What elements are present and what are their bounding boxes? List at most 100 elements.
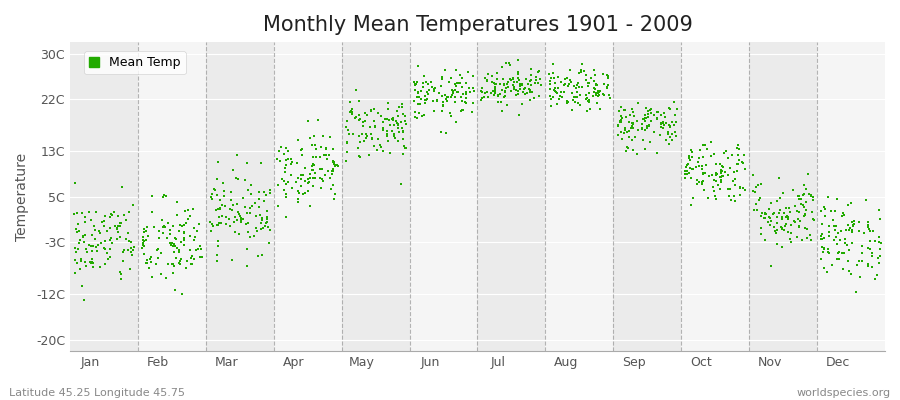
Point <box>770 220 785 226</box>
Point <box>125 202 140 208</box>
Point <box>801 170 815 177</box>
Point <box>626 112 641 119</box>
Point <box>215 202 230 209</box>
Point <box>777 209 791 216</box>
Point <box>706 184 721 190</box>
Point <box>444 113 458 120</box>
Point <box>696 179 710 186</box>
Point <box>846 223 860 229</box>
Point <box>461 69 475 76</box>
Point <box>684 175 698 181</box>
Point <box>291 196 305 202</box>
Point <box>420 81 435 87</box>
Point <box>543 86 557 92</box>
Point <box>111 213 125 219</box>
Point <box>367 117 382 124</box>
Point <box>779 214 794 220</box>
Point <box>614 118 628 125</box>
Point <box>799 199 814 205</box>
Point <box>796 213 811 220</box>
Point <box>619 128 634 135</box>
Point <box>446 88 460 94</box>
Point <box>284 155 298 162</box>
Point <box>757 215 771 221</box>
Point <box>318 172 332 178</box>
Point <box>566 96 580 103</box>
Point <box>852 228 867 235</box>
Point <box>396 136 410 142</box>
Point <box>806 216 821 222</box>
Point <box>579 76 593 83</box>
Point <box>166 263 181 269</box>
Point <box>168 287 183 293</box>
Point <box>691 159 706 165</box>
Bar <box>613 42 681 351</box>
Point <box>563 77 578 84</box>
Point <box>654 124 669 130</box>
Point <box>834 249 849 256</box>
Point <box>839 226 853 233</box>
Point <box>88 227 103 234</box>
Point <box>625 136 639 143</box>
Point <box>825 262 840 268</box>
Point <box>253 212 267 218</box>
Point <box>233 219 248 226</box>
Point <box>636 137 651 144</box>
Point <box>874 240 888 246</box>
Point <box>262 240 276 246</box>
Point <box>840 241 854 248</box>
Point <box>232 230 247 237</box>
Point <box>715 178 729 185</box>
Point <box>250 228 265 234</box>
Point <box>642 122 656 128</box>
Point <box>454 108 468 114</box>
Point <box>501 79 516 85</box>
Point <box>390 107 404 114</box>
Point <box>188 234 202 240</box>
Point <box>872 234 886 241</box>
Point <box>436 76 450 82</box>
Point <box>276 187 291 194</box>
Point <box>418 93 432 99</box>
Point <box>203 194 218 200</box>
Point <box>296 172 310 178</box>
Point <box>382 122 397 128</box>
Point <box>343 109 357 115</box>
Point <box>738 187 752 193</box>
Point <box>395 110 410 117</box>
Point <box>640 124 654 131</box>
Point <box>212 197 227 203</box>
Point <box>272 148 286 154</box>
Point <box>340 118 355 125</box>
Point <box>103 225 117 232</box>
Point <box>291 137 305 144</box>
Point <box>314 185 328 191</box>
Point <box>507 79 521 85</box>
Point <box>88 209 103 215</box>
Point <box>435 107 449 114</box>
Point <box>238 204 252 210</box>
Point <box>733 184 747 190</box>
Point <box>630 118 644 124</box>
Point <box>750 207 764 214</box>
Point <box>796 202 810 208</box>
Point <box>651 109 665 116</box>
Point <box>355 131 369 137</box>
Point <box>340 140 355 146</box>
Point <box>71 221 86 227</box>
Point <box>571 80 585 86</box>
Point <box>177 235 192 242</box>
Point <box>705 172 719 178</box>
Point <box>762 214 777 221</box>
Point <box>574 84 589 90</box>
Point <box>489 81 503 88</box>
Point <box>212 159 226 165</box>
Point <box>183 233 197 239</box>
Point <box>816 248 831 255</box>
Point <box>109 226 123 232</box>
Point <box>381 128 395 134</box>
Point <box>465 109 480 115</box>
Point <box>619 114 634 120</box>
Point <box>760 210 774 217</box>
Point <box>644 118 658 124</box>
